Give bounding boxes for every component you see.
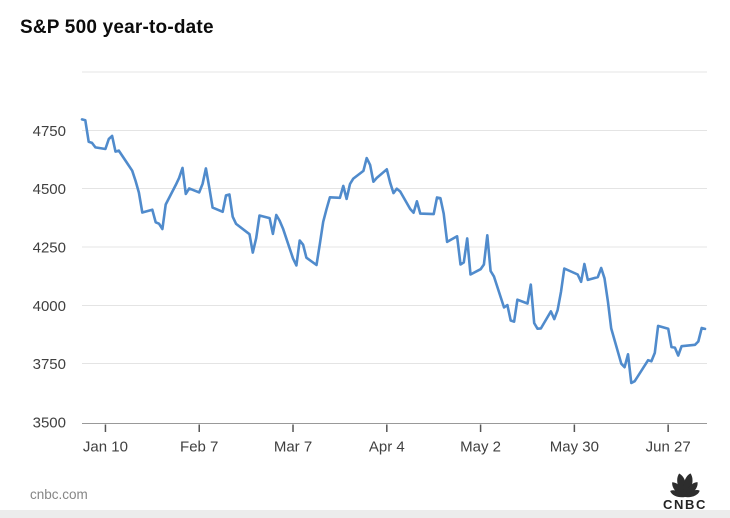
y-tick-label: 4500 [33,181,66,198]
peacock-feather [670,490,685,498]
y-tick-label: 4750 [33,123,66,140]
x-tick-label: Feb 7 [180,439,218,456]
cnbc-peacock-icon [670,473,700,498]
x-tick-label: Mar 7 [274,439,312,456]
sp500-series-line [80,118,707,385]
cnbc-logo: CNBC [661,464,709,512]
x-tick-label: Jun 27 [646,439,691,456]
sp500-line-chart: Jan 10 Feb 7 Mar 7 Apr 4 May 2 May 30 Jun 27 47… [33,71,707,456]
y-tick-label: 4000 [33,298,66,315]
x-tick-label: May 2 [460,439,501,456]
y-tick-label: 3750 [33,356,66,373]
cnbc-wordmark: CNBC [663,497,707,512]
page-bottom-strip [0,510,730,518]
x-tick-label: Apr 4 [369,439,405,456]
y-tick-label: 3500 [33,415,66,432]
x-tick-label: Jan 10 [83,439,128,456]
peacock-feather [683,473,693,497]
peacock-feather [685,482,698,497]
y-tick-label: 4250 [33,240,66,257]
source-attribution: cnbc.com [30,487,88,502]
peacock-feather [685,490,700,498]
chart-title: S&P 500 year-to-date [20,17,214,38]
x-tick-label: May 30 [550,439,599,456]
